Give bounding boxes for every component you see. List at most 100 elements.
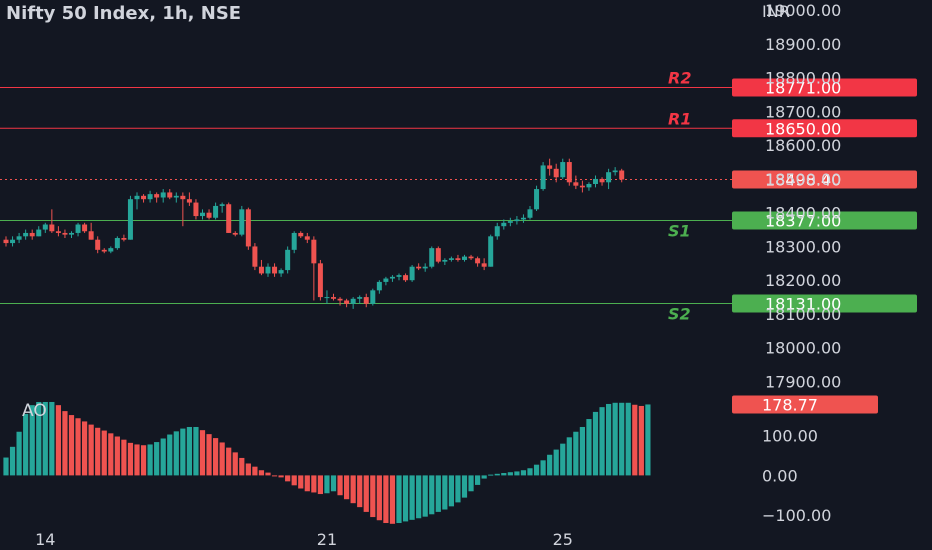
candle-body[interactable] [612, 170, 618, 173]
candle-body[interactable] [317, 263, 323, 298]
ao-bar[interactable] [285, 475, 291, 482]
candle-body[interactable] [154, 194, 160, 198]
candle-body[interactable] [599, 178, 605, 183]
ao-bar[interactable] [540, 460, 546, 476]
ao-bar[interactable] [350, 475, 356, 504]
ao-bar[interactable] [167, 434, 173, 476]
ao-bar[interactable] [475, 475, 481, 485]
candle-body[interactable] [396, 275, 402, 277]
candle-body[interactable] [350, 298, 356, 304]
candle-body[interactable] [534, 189, 540, 210]
ao-bar[interactable] [448, 475, 454, 507]
ao-bar[interactable] [160, 438, 166, 476]
candle-body[interactable] [141, 195, 147, 200]
candle-body[interactable] [291, 232, 297, 250]
candle-body[interactable] [606, 172, 612, 183]
ao-bar[interactable] [442, 475, 448, 510]
candle-body[interactable] [167, 192, 173, 198]
ao-bar[interactable] [186, 426, 192, 476]
ao-bar[interactable] [180, 428, 186, 476]
ao-bar[interactable] [632, 404, 638, 476]
ao-bar[interactable] [219, 442, 225, 476]
candle-body[interactable] [69, 232, 74, 235]
candle-body[interactable] [560, 162, 566, 178]
candle-body[interactable] [239, 209, 245, 235]
candle-body[interactable] [416, 266, 422, 269]
candle-body[interactable] [370, 290, 376, 304]
candle-body[interactable] [29, 232, 35, 237]
candle-body[interactable] [213, 205, 219, 218]
candle-body[interactable] [62, 232, 68, 235]
candle-body[interactable] [258, 266, 264, 274]
ao-bar[interactable] [363, 475, 369, 512]
ao-bar[interactable] [36, 401, 42, 476]
candle-body[interactable] [488, 236, 494, 267]
ao-bar[interactable] [213, 438, 219, 476]
candle-body[interactable] [573, 182, 579, 186]
candle-body[interactable] [173, 195, 179, 198]
ao-bar[interactable] [265, 472, 271, 476]
candle-body[interactable] [75, 224, 81, 233]
candle-body[interactable] [265, 266, 271, 274]
ao-bar[interactable] [396, 475, 402, 524]
ao-bar[interactable] [376, 475, 382, 521]
candle-body[interactable] [422, 266, 428, 269]
ao-bar[interactable] [140, 445, 147, 476]
ao-bar[interactable] [101, 430, 107, 476]
ao-bar[interactable] [533, 464, 540, 476]
ao-bar[interactable] [383, 475, 389, 524]
ao-bar[interactable] [435, 475, 441, 512]
ao-bar[interactable] [573, 431, 579, 476]
candle-body[interactable] [55, 231, 61, 233]
candle-body[interactable] [363, 297, 369, 304]
candle-body[interactable] [49, 224, 55, 232]
ao-bar[interactable] [291, 475, 297, 486]
ao-bar[interactable] [108, 433, 114, 476]
ao-bar[interactable] [121, 439, 127, 476]
ao-bar[interactable] [468, 475, 474, 492]
ao-bar[interactable] [23, 413, 29, 476]
ao-bar[interactable] [82, 421, 88, 476]
ao-bar[interactable] [494, 473, 500, 476]
candle-body[interactable] [494, 226, 500, 237]
ao-bar[interactable] [271, 475, 278, 477]
ao-bar[interactable] [75, 418, 81, 476]
ao-bar[interactable] [206, 434, 212, 476]
ao-bar[interactable] [645, 404, 651, 476]
candle-body[interactable] [619, 170, 625, 180]
candle-body[interactable] [429, 248, 435, 267]
candle-body[interactable] [36, 229, 42, 237]
candle-body[interactable] [475, 258, 481, 264]
ao-bar[interactable] [55, 405, 61, 476]
candle-body[interactable] [311, 239, 317, 264]
candle-body[interactable] [344, 300, 350, 304]
ao-bar[interactable] [429, 475, 435, 515]
ao-bar[interactable] [16, 431, 22, 476]
ao-bar[interactable] [461, 475, 468, 498]
ao-bar[interactable] [612, 402, 618, 476]
ao-bar[interactable] [298, 475, 304, 489]
candle-body[interactable] [206, 212, 212, 218]
ao-bar[interactable] [278, 475, 284, 478]
candle-body[interactable] [304, 236, 310, 240]
candle-body[interactable] [435, 248, 441, 262]
ao-bar[interactable] [154, 442, 160, 476]
ao-bar[interactable] [606, 403, 612, 476]
candle-body[interactable] [337, 298, 343, 301]
candle-body[interactable] [278, 270, 284, 274]
candle-body[interactable] [409, 266, 415, 281]
candle-body[interactable] [455, 258, 461, 260]
candle-body[interactable] [200, 212, 205, 217]
ao-bar[interactable] [638, 405, 644, 476]
candle-body[interactable] [501, 222, 507, 227]
ao-bar[interactable] [514, 471, 520, 476]
candle-body[interactable] [23, 232, 29, 237]
ao-bar[interactable] [62, 411, 68, 476]
candle-body[interactable] [514, 219, 520, 222]
ao-bar[interactable] [619, 402, 625, 476]
candle-body[interactable] [232, 232, 238, 235]
candle-body[interactable] [442, 259, 448, 262]
candle-body[interactable] [331, 297, 336, 299]
ao-bar[interactable] [357, 475, 363, 508]
ao-bar[interactable] [317, 475, 323, 495]
